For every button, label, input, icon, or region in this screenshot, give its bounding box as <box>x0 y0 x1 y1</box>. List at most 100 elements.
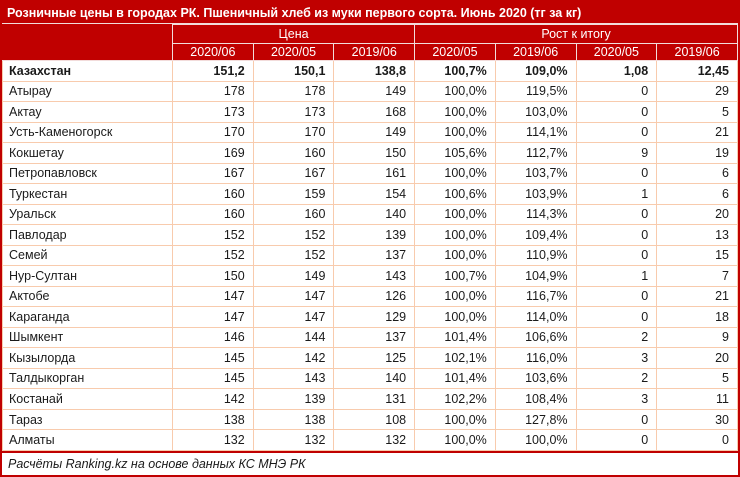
value-cell: 108 <box>333 408 416 431</box>
value-cell: 154 <box>333 183 416 205</box>
city-cell: Талдыкорган <box>2 367 173 390</box>
city-cell: Казахстан <box>2 60 173 82</box>
value-cell: 137 <box>333 244 416 267</box>
value-cell: 100,0% <box>494 429 577 451</box>
value-cell: 150,1 <box>252 60 335 82</box>
value-cell: 1 <box>575 265 658 287</box>
value-cell: 146 <box>172 326 254 349</box>
value-cell: 125 <box>333 347 416 369</box>
table-row: Петропавловск 167 167 161 100,0% 103,7% 0 6 <box>2 162 738 185</box>
value-cell: 1 <box>575 183 658 205</box>
value-cell: 100,0% <box>414 306 496 328</box>
value-cell: 160 <box>172 203 254 226</box>
value-cell: 173 <box>172 101 254 123</box>
table-row: Актау 173 173 168 100,0% 103,0% 0 5 <box>2 101 738 123</box>
city-cell: Нур-Султан <box>2 265 173 287</box>
table-row: Алматы 132 132 132 100,0% 100,0% 0 0 <box>2 429 738 451</box>
value-cell: 138,8 <box>333 60 416 82</box>
value-cell: 2 <box>575 326 658 349</box>
value-cell: 11 <box>656 388 738 410</box>
value-cell: 149 <box>333 80 416 103</box>
value-cell: 100,0% <box>414 101 496 123</box>
value-cell: 20 <box>656 203 738 226</box>
value-cell: 132 <box>172 429 254 451</box>
value-cell: 119,5% <box>494 80 577 103</box>
value-cell: 149 <box>333 121 416 144</box>
city-cell: Семей <box>2 244 173 267</box>
city-cell: Тараз <box>2 408 173 431</box>
table-row: Тараз 138 138 108 100,0% 127,8% 0 30 <box>2 408 738 431</box>
value-cell: 0 <box>575 203 658 226</box>
table-row: Павлодар 152 152 139 100,0% 109,4% 0 13 <box>2 224 738 246</box>
value-cell: 169 <box>172 142 254 164</box>
value-cell: 152 <box>252 224 335 246</box>
value-cell: 108,4% <box>494 388 577 410</box>
value-cell: 109,4% <box>494 224 577 246</box>
value-cell: 147 <box>172 306 254 328</box>
value-cell: 100,0% <box>414 285 496 308</box>
value-cell: 0 <box>575 101 658 123</box>
table-wrap: Цена Рост к итогу 2020/06 2020/05 2019/0… <box>2 24 738 451</box>
value-cell: 126 <box>333 285 416 308</box>
value-cell: 9 <box>656 326 738 349</box>
value-cell: 147 <box>252 306 335 328</box>
table-row: Кызылорда 145 142 125 102,1% 116,0% 3 20 <box>2 347 738 369</box>
year-header: 2020/06 <box>172 43 254 61</box>
value-cell: 0 <box>575 408 658 431</box>
value-cell: 106,6% <box>494 326 577 349</box>
city-cell: Шымкент <box>2 326 173 349</box>
city-cell: Кокшетау <box>2 142 173 164</box>
value-cell: 161 <box>333 162 416 185</box>
value-cell: 100,0% <box>414 80 496 103</box>
value-cell: 100,6% <box>414 183 496 205</box>
value-cell: 150 <box>333 142 416 164</box>
value-cell: 104,9% <box>494 265 577 287</box>
value-cell: 0 <box>575 224 658 246</box>
table-row: Талдыкорган 145 143 140 101,4% 103,6% 2 5 <box>2 367 738 390</box>
value-cell: 103,6% <box>494 367 577 390</box>
table-row: Атырау 178 178 149 100,0% 119,5% 0 29 <box>2 80 738 103</box>
table-row: Уральск 160 160 140 100,0% 114,3% 0 20 <box>2 203 738 226</box>
band-header-growth: Рост к итогу <box>414 24 738 44</box>
corner-cell <box>2 24 173 61</box>
value-cell: 137 <box>333 326 416 349</box>
value-cell: 0 <box>575 162 658 185</box>
value-cell: 100,0% <box>414 429 496 451</box>
city-cell: Караганда <box>2 306 173 328</box>
value-cell: 100,0% <box>414 121 496 144</box>
value-cell: 0 <box>575 285 658 308</box>
value-cell: 143 <box>252 367 335 390</box>
value-cell: 144 <box>252 326 335 349</box>
table-row: Нур-Султан 150 149 143 100,7% 104,9% 1 7 <box>2 265 738 287</box>
value-cell: 142 <box>172 388 254 410</box>
value-cell: 167 <box>252 162 335 185</box>
band-header-row: Цена Рост к итогу <box>2 24 738 61</box>
value-cell: 103,0% <box>494 101 577 123</box>
value-cell: 19 <box>656 142 738 164</box>
table-row: Кокшетау 169 160 150 105,6% 112,7% 9 19 <box>2 142 738 164</box>
value-cell: 29 <box>656 80 738 103</box>
value-cell: 0 <box>575 121 658 144</box>
value-cell: 2 <box>575 367 658 390</box>
table-row: Шымкент 146 144 137 101,4% 106,6% 2 9 <box>2 326 738 349</box>
value-cell: 21 <box>656 121 738 144</box>
value-cell: 0 <box>575 429 658 451</box>
value-cell: 131 <box>333 388 416 410</box>
value-cell: 0 <box>575 80 658 103</box>
value-cell: 178 <box>252 80 335 103</box>
value-cell: 116,7% <box>494 285 577 308</box>
value-cell: 103,7% <box>494 162 577 185</box>
value-cell: 150 <box>172 265 254 287</box>
value-cell: 112,7% <box>494 142 577 164</box>
city-cell: Уральск <box>2 203 173 226</box>
value-cell: 140 <box>333 367 416 390</box>
table-row: Актобе 147 147 126 100,0% 116,7% 0 21 <box>2 285 738 308</box>
value-cell: 140 <box>333 203 416 226</box>
value-cell: 142 <box>252 347 335 369</box>
value-cell: 101,4% <box>414 367 496 390</box>
value-cell: 102,1% <box>414 347 496 369</box>
value-cell: 100,0% <box>414 408 496 431</box>
value-cell: 160 <box>252 203 335 226</box>
value-cell: 100,7% <box>414 265 496 287</box>
